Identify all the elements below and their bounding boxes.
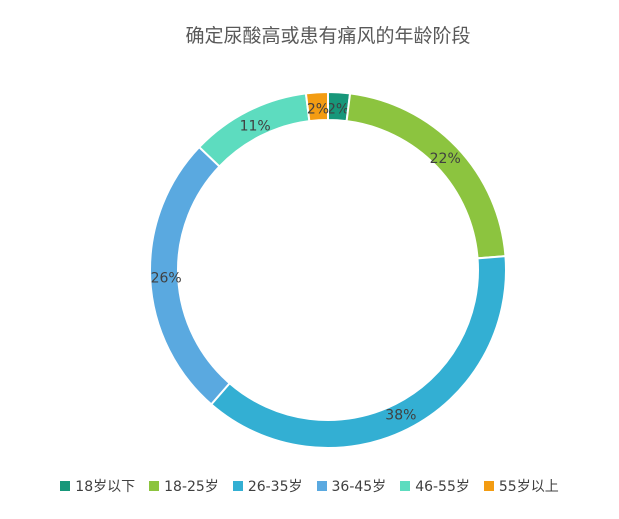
data-label: 38% <box>385 408 416 424</box>
legend-item: 18-25岁 <box>149 476 219 496</box>
legend-item: 18岁以下 <box>60 476 135 496</box>
legend-swatch <box>400 481 411 491</box>
legend-swatch <box>483 481 494 491</box>
legend-swatch <box>149 481 160 491</box>
legend-label: 18-25岁 <box>164 479 219 495</box>
legend-label: 46-55岁 <box>415 479 470 495</box>
donut-slice <box>304 90 329 123</box>
chart-title: 确定尿酸高或患有痛风的年龄阶段 <box>185 25 470 47</box>
chart: 确定尿酸高或患有痛风的年龄阶段 2% 22% 38% 26% 11% 2% <box>149 25 507 449</box>
donut-slice <box>209 255 507 449</box>
legend-swatch <box>316 481 327 491</box>
legend-swatch <box>60 481 71 491</box>
data-label: 2% <box>327 101 349 117</box>
legend-swatch <box>232 481 243 491</box>
legend-item: 36-45岁 <box>316 476 387 496</box>
legend-label: 36-45岁 <box>331 479 387 495</box>
legend-item: 26-35岁 <box>232 476 303 496</box>
data-label: 11% <box>240 118 271 134</box>
donut-slice <box>345 92 507 260</box>
data-label: 26% <box>151 271 182 287</box>
data-label: 22% <box>430 151 461 167</box>
legend-item: 55岁以上 <box>483 476 559 496</box>
legend-label: 26-35岁 <box>247 479 303 495</box>
legend-label: 18岁以下 <box>75 479 136 495</box>
legend: 18岁以下 18-25岁 26-35岁 36-45岁 46-55岁 55岁以上 <box>0 476 619 496</box>
legend-label: 55岁以上 <box>498 479 559 495</box>
legend-item: 46-55岁 <box>400 476 470 496</box>
data-label: 2% <box>307 101 329 117</box>
